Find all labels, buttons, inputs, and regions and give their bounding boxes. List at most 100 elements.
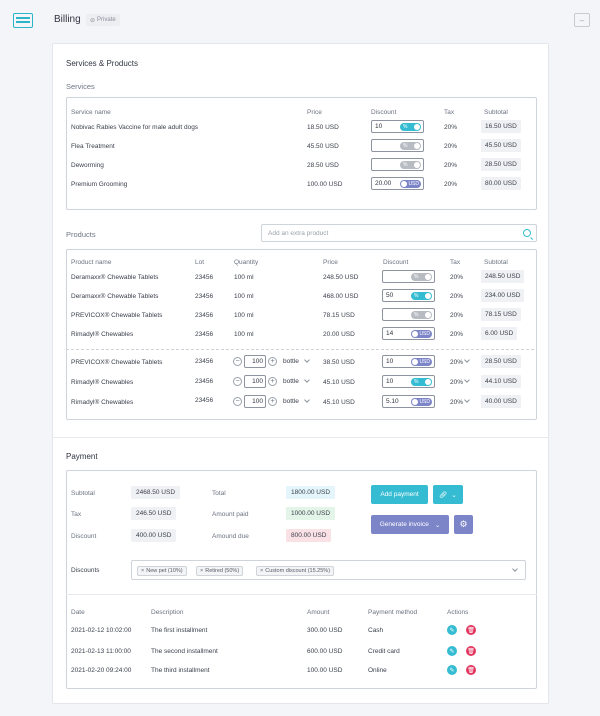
col-price: Price	[323, 259, 338, 266]
decrement-button[interactable]: −	[233, 357, 242, 366]
percent-icon: %	[403, 143, 408, 149]
discount-type-toggle[interactable]: %	[400, 161, 421, 169]
subtotal-label: Subtotal	[71, 490, 95, 497]
decrement-button[interactable]: −	[233, 397, 242, 406]
discount-type-toggle[interactable]: USD	[411, 330, 432, 338]
discount-type-toggle[interactable]: USD	[411, 398, 432, 406]
discount-type-toggle[interactable]: USD	[400, 180, 421, 188]
increment-button[interactable]: +	[268, 377, 277, 386]
privacy-badge[interactable]: ⊘ Private	[86, 14, 120, 26]
service-tax: 20%	[444, 181, 458, 188]
service-price: 28.50 USD	[307, 162, 339, 169]
discount-input[interactable]: 10 %	[382, 375, 435, 388]
payments-divider	[66, 594, 537, 595]
service-price: 18.50 USD	[307, 124, 339, 131]
quantity-input[interactable]: 100	[244, 395, 266, 408]
increment-button[interactable]: +	[268, 397, 277, 406]
discount-input[interactable]: 14 USD	[382, 327, 435, 340]
discount-type-toggle[interactable]: %	[411, 378, 432, 386]
percent-icon: %	[414, 274, 419, 280]
usd-icon: USD	[419, 359, 430, 365]
unit-select[interactable]: bottle	[283, 398, 299, 405]
quantity-stepper[interactable]: − 100 +	[233, 395, 281, 409]
unit-select[interactable]: bottle	[283, 358, 299, 365]
col-lot: Lot	[195, 259, 205, 266]
add-payment-button[interactable]: Add payment	[371, 485, 428, 504]
discount-input[interactable]: 10 %	[371, 120, 424, 133]
discount-type-toggle[interactable]: %	[411, 273, 432, 281]
discount-type-toggle[interactable]: %	[400, 123, 421, 131]
product-tax: 20%	[450, 293, 464, 300]
quantity-stepper[interactable]: − 100 +	[233, 355, 281, 369]
edit-icon[interactable]: ✎	[447, 646, 457, 656]
search-icon[interactable]	[523, 229, 531, 237]
amount-paid-label: Amount paid	[212, 511, 249, 518]
discount-chip[interactable]: × Retired (50%)	[196, 566, 244, 576]
tax-label: Tax	[71, 511, 82, 518]
col-tax: Tax	[444, 109, 455, 116]
percent-icon: %	[403, 124, 408, 130]
gear-icon[interactable]: ⚙	[454, 515, 473, 534]
close-icon[interactable]: ×	[141, 568, 145, 574]
product-name: Rimadyl® Chewables	[71, 399, 134, 406]
discount-input[interactable]: %	[382, 308, 435, 321]
delete-icon[interactable]: 🗑︎	[466, 625, 476, 635]
payment-method: Cash	[368, 627, 384, 634]
product-lot: 23456	[195, 358, 214, 365]
increment-button[interactable]: +	[268, 357, 277, 366]
edit-icon[interactable]: ✎	[447, 625, 457, 635]
service-price: 100.00 USD	[307, 181, 343, 188]
discount-input[interactable]: %	[371, 158, 424, 171]
close-icon[interactable]: ×	[200, 568, 204, 574]
payment-amount: 100.00 USD	[307, 667, 343, 674]
products-table	[66, 249, 537, 420]
discount-type-toggle[interactable]: %	[411, 311, 432, 319]
product-tax: 20%	[450, 331, 464, 338]
quantity-stepper[interactable]: − 100 +	[233, 375, 281, 389]
minimize-icon[interactable]: –	[574, 13, 590, 27]
quantity-input[interactable]: 100	[244, 355, 266, 368]
discount-input[interactable]: %	[371, 139, 424, 152]
discount-input[interactable]: 10 USD	[382, 355, 435, 368]
usd-icon: USD	[419, 331, 430, 337]
delete-icon[interactable]: 🗑︎	[466, 646, 476, 656]
service-subtotal: 80.00 USD	[481, 177, 521, 190]
quantity-input[interactable]: 100	[244, 375, 266, 388]
unit-select[interactable]: bottle	[283, 378, 299, 385]
discount-chip[interactable]: × New pet (10%)	[137, 566, 187, 576]
privacy-badge-label: Private	[97, 17, 116, 23]
tax-select[interactable]: 20%	[450, 359, 464, 366]
products-heading: Products	[66, 230, 96, 239]
link-dropdown-button[interactable]: 🔗︎ ⌄	[433, 485, 463, 504]
payment-date: 2021-02-20 09:24:00	[71, 667, 132, 674]
discount-chip[interactable]: × Custom discount (15.25%)	[256, 566, 335, 576]
discount-type-toggle[interactable]: %	[411, 292, 432, 300]
discount-input[interactable]: %	[382, 270, 435, 283]
usd-icon: USD	[408, 181, 419, 187]
subtotal-value: 2468.50 USD	[131, 486, 181, 499]
discount-input[interactable]: 5.10 USD	[382, 395, 435, 408]
link-icon: 🔗︎	[439, 491, 448, 499]
delete-icon[interactable]: 🗑︎	[466, 665, 476, 675]
tax-select[interactable]: 20%	[450, 379, 464, 386]
chevron-down-icon: ⌄	[434, 521, 441, 529]
services-heading: Services	[66, 82, 95, 91]
payment-date: 2021-02-12 10:02:00	[71, 627, 132, 634]
payment-heading: Payment	[66, 452, 98, 461]
product-search-input[interactable]: Add an extra product	[261, 224, 537, 242]
discount-type-toggle[interactable]: USD	[411, 358, 432, 366]
product-subtotal: 44.10 USD	[481, 375, 521, 388]
discounts-select[interactable]: × New pet (10%) × Retired (50%) × Custom di…	[131, 560, 526, 580]
payment-method: Credit card	[368, 648, 400, 655]
tax-select[interactable]: 20%	[450, 399, 464, 406]
chevron-down-icon[interactable]	[512, 566, 518, 572]
close-icon[interactable]: ×	[260, 568, 264, 574]
discount-input[interactable]: 20.00 USD	[371, 177, 424, 190]
service-tax: 20%	[444, 162, 458, 169]
usd-icon: USD	[419, 399, 430, 405]
generate-invoice-button[interactable]: Generate invoice ⌄	[371, 515, 449, 534]
edit-icon[interactable]: ✎	[447, 665, 457, 675]
discount-input[interactable]: 50 %	[382, 289, 435, 302]
decrement-button[interactable]: −	[233, 377, 242, 386]
discount-type-toggle[interactable]: %	[400, 142, 421, 150]
